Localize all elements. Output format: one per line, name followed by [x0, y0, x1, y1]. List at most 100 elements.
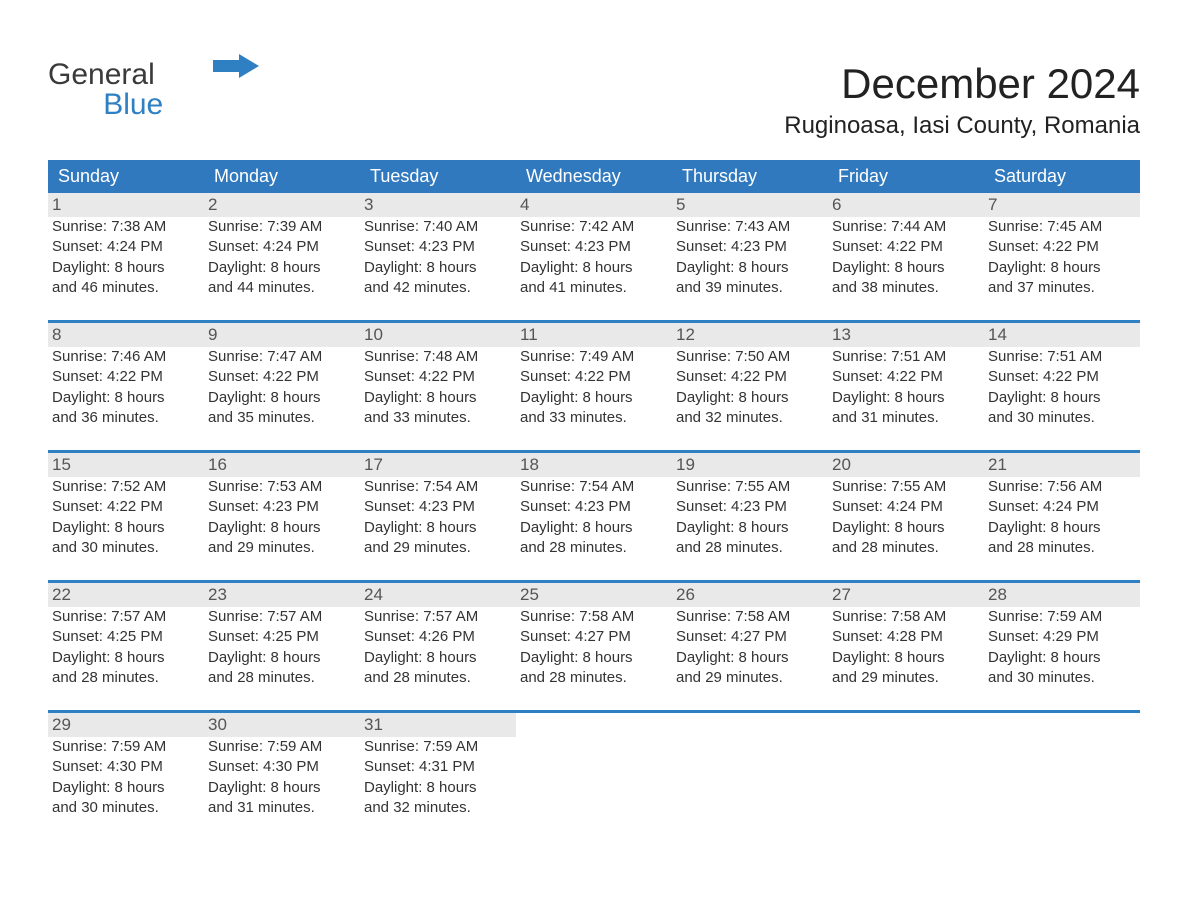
day-info-line: and 33 minutes. [520, 408, 664, 428]
day-cell [516, 737, 672, 840]
day-info-line: Sunrise: 7:55 AM [832, 477, 976, 497]
day-info-line: Sunset: 4:23 PM [520, 497, 664, 517]
day-info-line: Daylight: 8 hours [520, 258, 664, 278]
day-info-line: Sunrise: 7:39 AM [208, 217, 352, 237]
day-cell: Sunrise: 7:55 AMSunset: 4:23 PMDaylight:… [672, 477, 828, 582]
day-cell: Sunrise: 7:50 AMSunset: 4:22 PMDaylight:… [672, 347, 828, 452]
day-number: 24 [360, 583, 516, 607]
day-info-line: Sunrise: 7:58 AM [520, 607, 664, 627]
day-number: 25 [516, 583, 672, 607]
day-info-line: Sunrise: 7:59 AM [208, 737, 352, 757]
day-cell: Sunrise: 7:48 AMSunset: 4:22 PMDaylight:… [360, 347, 516, 452]
day-number: 31 [360, 713, 516, 737]
day-info-line: and 29 minutes. [208, 538, 352, 558]
day-number-row: 22232425262728 [48, 583, 1140, 607]
day-info-line: Sunset: 4:23 PM [676, 237, 820, 257]
day-info-line: Sunrise: 7:46 AM [52, 347, 196, 367]
day-info-line: Sunrise: 7:53 AM [208, 477, 352, 497]
day-cell: Sunrise: 7:56 AMSunset: 4:24 PMDaylight:… [984, 477, 1140, 582]
day-cell: Sunrise: 7:54 AMSunset: 4:23 PMDaylight:… [516, 477, 672, 582]
day-cell: Sunrise: 7:45 AMSunset: 4:22 PMDaylight:… [984, 217, 1140, 322]
day-number: 22 [48, 583, 204, 607]
day-info-line: and 28 minutes. [520, 538, 664, 558]
day-info-line: Sunset: 4:23 PM [208, 497, 352, 517]
day-info-line: Sunset: 4:22 PM [520, 367, 664, 387]
header: General Blue December 2024 Ruginoasa, Ia… [48, 40, 1140, 156]
day-info-line: Sunrise: 7:58 AM [676, 607, 820, 627]
day-info-line: Daylight: 8 hours [988, 388, 1132, 408]
day-info-line: Sunrise: 7:59 AM [52, 737, 196, 757]
day-number: 17 [360, 453, 516, 477]
day-info-line: and 31 minutes. [208, 798, 352, 818]
day-cell: Sunrise: 7:51 AMSunset: 4:22 PMDaylight:… [828, 347, 984, 452]
day-cell: Sunrise: 7:55 AMSunset: 4:24 PMDaylight:… [828, 477, 984, 582]
day-number: 14 [984, 323, 1140, 347]
day-cell: Sunrise: 7:42 AMSunset: 4:23 PMDaylight:… [516, 217, 672, 322]
day-info-line: Sunrise: 7:57 AM [364, 607, 508, 627]
day-info-line: Sunrise: 7:57 AM [52, 607, 196, 627]
day-info-line: and 32 minutes. [676, 408, 820, 428]
day-cell: Sunrise: 7:58 AMSunset: 4:28 PMDaylight:… [828, 607, 984, 712]
day-info-line: Daylight: 8 hours [52, 648, 196, 668]
day-number: 13 [828, 323, 984, 347]
day-cell: Sunrise: 7:59 AMSunset: 4:30 PMDaylight:… [48, 737, 204, 840]
day-info-line: Daylight: 8 hours [676, 258, 820, 278]
calendar-body: 1234567Sunrise: 7:38 AMSunset: 4:24 PMDa… [48, 193, 1140, 840]
day-cell: Sunrise: 7:39 AMSunset: 4:24 PMDaylight:… [204, 217, 360, 322]
title-block: December 2024 Ruginoasa, Iasi County, Ro… [784, 40, 1140, 156]
day-info-line: Daylight: 8 hours [520, 648, 664, 668]
day-info-line: Daylight: 8 hours [832, 648, 976, 668]
day-number: 4 [516, 193, 672, 217]
col-thursday: Thursday [672, 160, 828, 193]
day-info-line: Sunrise: 7:59 AM [988, 607, 1132, 627]
day-cell: Sunrise: 7:59 AMSunset: 4:30 PMDaylight:… [204, 737, 360, 840]
day-info-line: Sunset: 4:22 PM [988, 237, 1132, 257]
day-cell: Sunrise: 7:58 AMSunset: 4:27 PMDaylight:… [672, 607, 828, 712]
day-info-line: Sunset: 4:23 PM [364, 237, 508, 257]
day-info-line: Sunrise: 7:42 AM [520, 217, 664, 237]
day-cell: Sunrise: 7:58 AMSunset: 4:27 PMDaylight:… [516, 607, 672, 712]
day-info-line: and 42 minutes. [364, 278, 508, 298]
day-number: 3 [360, 193, 516, 217]
day-info-line: and 38 minutes. [832, 278, 976, 298]
day-number [828, 713, 984, 737]
day-number: 23 [204, 583, 360, 607]
day-cell: Sunrise: 7:57 AMSunset: 4:26 PMDaylight:… [360, 607, 516, 712]
day-info-line: Daylight: 8 hours [520, 518, 664, 538]
day-cell: Sunrise: 7:57 AMSunset: 4:25 PMDaylight:… [204, 607, 360, 712]
day-info-line: Sunset: 4:27 PM [520, 627, 664, 647]
day-info-line: Sunrise: 7:51 AM [988, 347, 1132, 367]
day-info-line: Daylight: 8 hours [832, 518, 976, 538]
day-cell: Sunrise: 7:59 AMSunset: 4:29 PMDaylight:… [984, 607, 1140, 712]
day-number: 27 [828, 583, 984, 607]
day-info-line: Sunset: 4:22 PM [208, 367, 352, 387]
day-info-line: Sunset: 4:22 PM [832, 367, 976, 387]
day-cell: Sunrise: 7:52 AMSunset: 4:22 PMDaylight:… [48, 477, 204, 582]
col-saturday: Saturday [984, 160, 1140, 193]
day-info-line: and 41 minutes. [520, 278, 664, 298]
day-cell [672, 737, 828, 840]
day-info-line: Daylight: 8 hours [208, 518, 352, 538]
day-number: 11 [516, 323, 672, 347]
day-info-line: and 29 minutes. [676, 668, 820, 688]
day-info-line: and 28 minutes. [832, 538, 976, 558]
day-info-line: and 30 minutes. [988, 408, 1132, 428]
day-info-line: and 28 minutes. [676, 538, 820, 558]
day-info-line: Sunrise: 7:38 AM [52, 217, 196, 237]
day-info-line: and 37 minutes. [988, 278, 1132, 298]
day-number: 28 [984, 583, 1140, 607]
day-info-line: Sunrise: 7:44 AM [832, 217, 976, 237]
day-number: 26 [672, 583, 828, 607]
day-info-line: and 44 minutes. [208, 278, 352, 298]
day-number: 1 [48, 193, 204, 217]
day-number: 16 [204, 453, 360, 477]
day-info-line: and 28 minutes. [208, 668, 352, 688]
day-info-line: Daylight: 8 hours [676, 518, 820, 538]
day-info-line: and 28 minutes. [52, 668, 196, 688]
day-info-line: Daylight: 8 hours [364, 648, 508, 668]
logo-flag-icon [213, 54, 259, 83]
day-info-line: Daylight: 8 hours [988, 648, 1132, 668]
day-number: 29 [48, 713, 204, 737]
day-number: 2 [204, 193, 360, 217]
day-info-line: Daylight: 8 hours [52, 258, 196, 278]
